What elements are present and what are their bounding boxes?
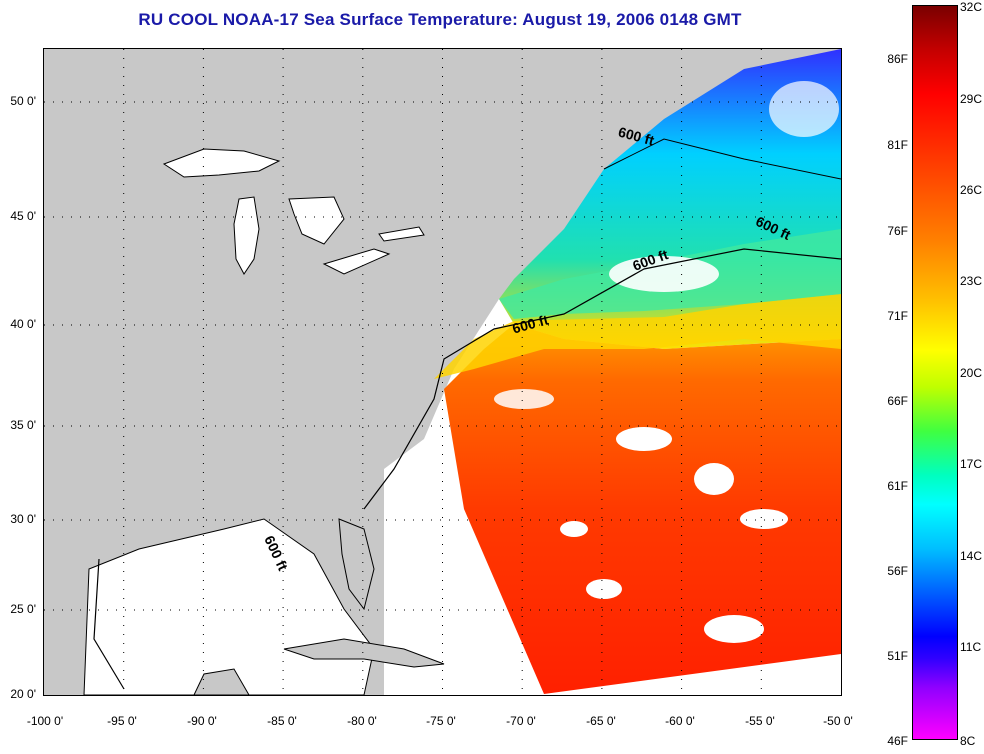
florida bbox=[338, 518, 375, 611]
longitude-label: -95 0' bbox=[107, 714, 137, 728]
sst-map bbox=[43, 48, 842, 696]
lake-erie bbox=[322, 248, 391, 275]
colorbar-celsius-label: 29C bbox=[960, 92, 983, 106]
cloud-patch bbox=[694, 463, 734, 495]
colorbar-fahrenheit-label: 46F bbox=[887, 734, 908, 748]
sst-front bbox=[434, 294, 841, 379]
colorbar-celsius-label: 32C bbox=[960, 0, 983, 14]
colorbar-celsius-label: 26C bbox=[960, 183, 983, 197]
cloud-patch bbox=[616, 427, 672, 451]
colorbar-celsius-label: 14C bbox=[960, 549, 983, 563]
colorbar-fahrenheit-label: 56F bbox=[887, 564, 908, 578]
colorbar-fahrenheit-label: 86F bbox=[887, 52, 908, 66]
latitude-label: 40 0' bbox=[10, 317, 36, 331]
colorbar-celsius-label: 20C bbox=[960, 366, 983, 380]
cloud-patch bbox=[609, 256, 719, 292]
colorbar-fahrenheit-label: 76F bbox=[887, 224, 908, 238]
depth-contour bbox=[603, 138, 841, 180]
longitude-label: -85 0' bbox=[267, 714, 297, 728]
colorbar-fahrenheit-label: 61F bbox=[887, 479, 908, 493]
map-title: RU COOL NOAA-17 Sea Surface Temperature:… bbox=[138, 10, 742, 29]
colorbar-fahrenheit-label: 71F bbox=[887, 309, 908, 323]
cloud-patch bbox=[586, 579, 622, 599]
cloud-patch bbox=[560, 521, 588, 537]
longitude-label: -75 0' bbox=[426, 714, 456, 728]
longitude-label: -55 0' bbox=[745, 714, 775, 728]
temperature-colorbar bbox=[912, 5, 958, 740]
colorbar-fahrenheit-label: 81F bbox=[887, 138, 908, 152]
depth-contour bbox=[93, 248, 841, 690]
latitude-label: 50 0' bbox=[10, 94, 36, 108]
lake-superior bbox=[162, 148, 281, 178]
lake-huron bbox=[288, 196, 345, 245]
longitude-label: -60 0' bbox=[665, 714, 695, 728]
gulf-of-mexico bbox=[83, 518, 375, 695]
cloud-patch bbox=[769, 81, 839, 137]
latitude-label: 35 0' bbox=[10, 418, 36, 432]
lake-ontario bbox=[378, 226, 425, 242]
lake-michigan bbox=[233, 196, 260, 275]
longitude-label: -50 0' bbox=[823, 714, 853, 728]
colorbar-celsius-label: 17C bbox=[960, 457, 983, 471]
cloud-patch bbox=[740, 509, 788, 529]
longitude-label: -70 0' bbox=[506, 714, 536, 728]
latitude-label: 45 0' bbox=[10, 209, 36, 223]
yucatan bbox=[193, 668, 250, 695]
latitude-label: 25 0' bbox=[10, 602, 36, 616]
longitude-label: -80 0' bbox=[347, 714, 377, 728]
colorbar-celsius-label: 11C bbox=[960, 640, 982, 654]
longitude-label: -100 0' bbox=[26, 714, 64, 728]
colorbar-celsius-label: 23C bbox=[960, 274, 983, 288]
latitude-label: 20 0' bbox=[10, 687, 36, 701]
colorbar-fahrenheit-label: 51F bbox=[887, 649, 908, 663]
sst-map-graphic bbox=[44, 49, 841, 695]
longitude-label: -65 0' bbox=[586, 714, 616, 728]
longitude-label: -90 0' bbox=[187, 714, 217, 728]
colorbar-celsius-label: 8C bbox=[960, 734, 976, 748]
cloud-patch bbox=[494, 389, 554, 409]
latitude-label: 30 0' bbox=[10, 512, 36, 526]
cloud-patch bbox=[704, 615, 764, 643]
colorbar-fahrenheit-label: 66F bbox=[887, 394, 908, 408]
cuba bbox=[283, 638, 445, 668]
sst-swath-south bbox=[444, 324, 841, 694]
